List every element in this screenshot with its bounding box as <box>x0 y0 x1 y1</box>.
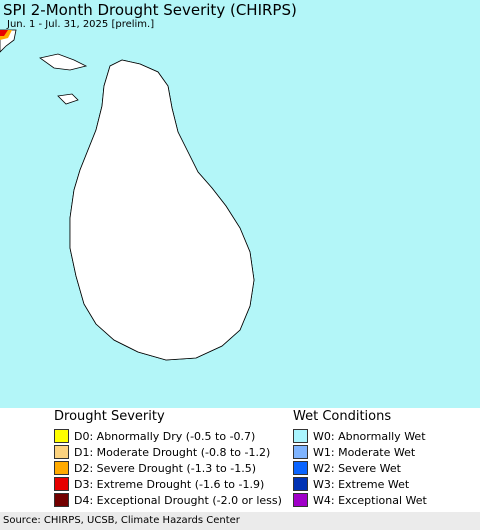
swatch-w3 <box>293 477 308 491</box>
legend-item-d4: D4: Exceptional Drought (-2.0 or less) <box>54 492 282 508</box>
mannar-island <box>57 93 79 105</box>
swatch-d2 <box>54 461 69 475</box>
india-coast-red <box>0 30 8 36</box>
legend-item-w2: W2: Severe Wet <box>293 460 427 476</box>
legend-label-w3: W3: Extreme Wet <box>313 477 410 491</box>
footer-source: Source: CHIRPS, UCSB, Climate Hazards Ce… <box>3 515 240 526</box>
legend-label-d2: D2: Severe Drought (-1.3 to -1.5) <box>74 461 257 475</box>
legend-wet: Wet Conditions W0: Abnormally Wet W1: Mo… <box>293 408 427 508</box>
swatch-w1 <box>293 445 308 459</box>
swatch-d3 <box>54 477 69 491</box>
map-area: SPI 2-Month Drought Severity (CHIRPS) Ju… <box>0 0 480 408</box>
swatch-d4 <box>54 493 69 507</box>
legend-item-w1: W1: Moderate Wet <box>293 444 427 460</box>
legend-label-d4: D4: Exceptional Drought (-2.0 or less) <box>74 493 282 507</box>
map-subtitle: Jun. 1 - Jul. 31, 2025 [prelim.] <box>7 19 155 30</box>
legend-item-w0: W0: Abnormally Wet <box>293 428 427 444</box>
legend-item-w3: W3: Extreme Wet <box>293 476 427 492</box>
legend-item-d1: D1: Moderate Drought (-0.8 to -1.2) <box>54 444 282 460</box>
swatch-w4 <box>293 493 308 507</box>
legend-label-w1: W1: Moderate Wet <box>313 445 416 459</box>
map-title: SPI 2-Month Drought Severity (CHIRPS) <box>3 1 297 19</box>
legend-item-d0: D0: Abnormally Dry (-0.5 to -0.7) <box>54 428 282 444</box>
footer: Source: CHIRPS, UCSB, Climate Hazards Ce… <box>0 512 480 530</box>
legend-item-w4: W4: Exceptional Wet <box>293 492 427 508</box>
legend-label-d0: D0: Abnormally Dry (-0.5 to -0.7) <box>74 429 256 443</box>
legend-panel: Drought Severity D0: Abnormally Dry (-0.… <box>0 408 480 512</box>
swatch-d1 <box>54 445 69 459</box>
jaffna-islands <box>39 53 88 71</box>
drought-map <box>0 0 480 408</box>
legend-label-w2: W2: Severe Wet <box>313 461 401 475</box>
legend-label-w4: W4: Exceptional Wet <box>313 493 427 507</box>
legend-drought-heading: Drought Severity <box>54 409 165 424</box>
swatch-w0 <box>293 429 308 443</box>
legend-item-d2: D2: Severe Drought (-1.3 to -1.5) <box>54 460 282 476</box>
legend-label-w0: W0: Abnormally Wet <box>313 429 426 443</box>
legend-label-d3: D3: Extreme Drought (-1.6 to -1.9) <box>74 477 265 491</box>
swatch-d0 <box>54 429 69 443</box>
legend-label-d1: D1: Moderate Drought (-0.8 to -1.2) <box>74 445 271 459</box>
swatch-w2 <box>293 461 308 475</box>
legend-item-d3: D3: Extreme Drought (-1.6 to -1.9) <box>54 476 282 492</box>
legend-wet-heading: Wet Conditions <box>293 409 392 424</box>
legend-drought: Drought Severity D0: Abnormally Dry (-0.… <box>54 408 282 508</box>
